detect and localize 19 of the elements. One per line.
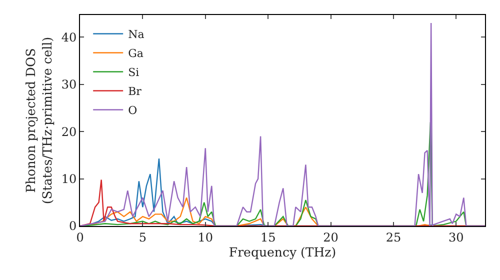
x-tick-label: 25 bbox=[386, 230, 402, 244]
x-tick-label: 20 bbox=[323, 230, 338, 244]
legend-label: Ga bbox=[128, 47, 144, 60]
y-tick-label: 30 bbox=[61, 78, 77, 92]
y-tick-label: 10 bbox=[61, 172, 77, 186]
legend-label: Br bbox=[128, 85, 142, 98]
legend-label: Na bbox=[128, 28, 145, 42]
y-tick-label: 0 bbox=[68, 219, 77, 234]
line-series bbox=[80, 22, 485, 226]
legend-label: O bbox=[128, 104, 138, 118]
y-tick-label: 20 bbox=[61, 124, 77, 139]
x-tick-label: 15 bbox=[260, 230, 276, 244]
x-axis-title: Frequency (THz) bbox=[228, 244, 336, 260]
y-tick-label: 40 bbox=[61, 30, 77, 44]
legend-label: Si bbox=[128, 66, 140, 80]
x-tick-label: 5 bbox=[138, 230, 147, 244]
x-tick-label: 10 bbox=[198, 230, 214, 244]
x-tick-label: 30 bbox=[448, 230, 464, 244]
y-axis-title: Phonon projected DOS (States/THz·primitive cell) bbox=[23, 36, 54, 204]
